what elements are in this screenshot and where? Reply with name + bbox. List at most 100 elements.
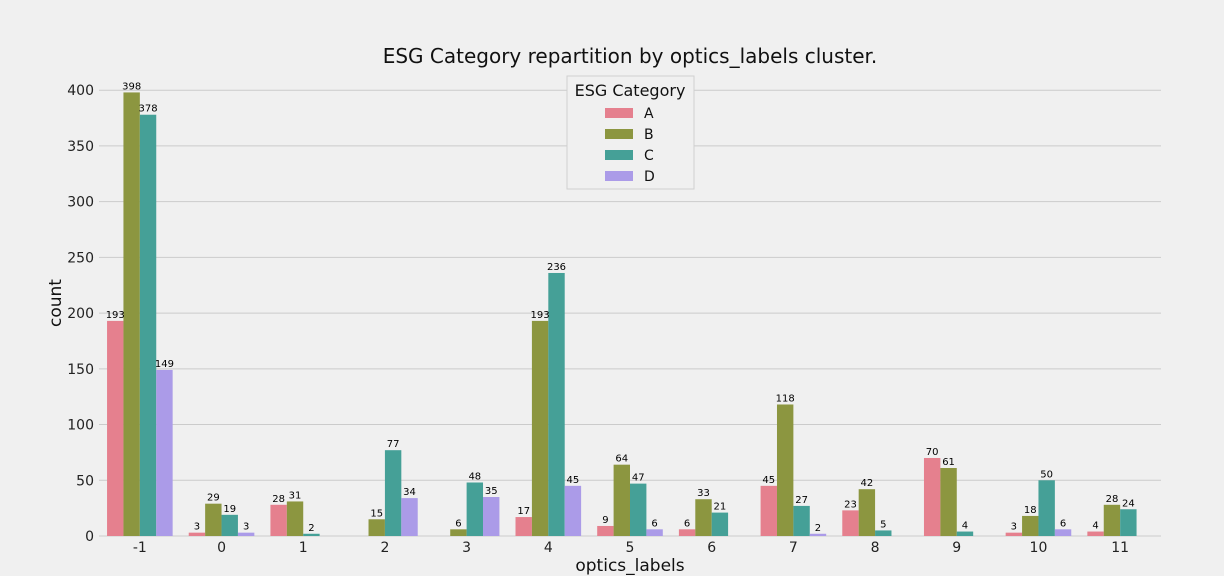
bar-value-label: 35 — [485, 486, 498, 497]
bar-value-label: 34 — [403, 487, 416, 498]
bar-value-label: 19 — [223, 504, 236, 515]
bar-value-label: 45 — [567, 475, 580, 486]
x-tick-label: 4 — [544, 540, 553, 556]
bar-value-label: 23 — [844, 499, 857, 510]
bar-value-label: 6 — [1060, 518, 1066, 529]
bar-A — [678, 529, 696, 536]
bar-value-label: 77 — [387, 439, 400, 450]
bar-value-label: 2 — [815, 523, 821, 534]
bar-B — [205, 503, 222, 536]
bar-value-label: 6 — [651, 518, 657, 529]
bar-C — [466, 482, 484, 536]
bar-D — [401, 498, 418, 536]
bar-C — [1120, 509, 1137, 536]
bar-value-label: 398 — [122, 81, 141, 92]
bar-value-label: 3 — [243, 522, 249, 533]
bar-value-label: 64 — [615, 454, 628, 465]
bar-B — [695, 499, 712, 536]
bar-value-label: 47 — [632, 473, 645, 484]
bar-C — [384, 450, 402, 536]
x-tick-label: 5 — [626, 540, 635, 556]
y-tick-label: 0 — [85, 529, 94, 545]
bar-value-label: 3 — [1011, 522, 1017, 533]
bar-C — [139, 114, 157, 537]
bar-value-label: 6 — [684, 518, 690, 529]
bar-value-label: 193 — [531, 310, 550, 321]
bar-B — [1022, 515, 1039, 536]
legend-label-C: C — [644, 148, 654, 164]
legend-swatch-B — [605, 129, 633, 139]
bar-value-label: 236 — [547, 262, 566, 273]
bar-A — [107, 320, 124, 536]
bars-group — [107, 92, 1137, 537]
bar-B — [450, 529, 467, 536]
bar-value-label: 70 — [926, 447, 939, 458]
bar-value-label: 31 — [289, 490, 302, 501]
bar-B — [858, 489, 876, 536]
bar-value-label: 50 — [1040, 469, 1053, 480]
bar-B — [613, 464, 630, 536]
bar-value-label: 28 — [1106, 494, 1119, 505]
x-tick-labels: -1 0 1 2 3 4 5 6 7 8 9 10 11 — [133, 540, 1129, 556]
legend-swatch-D — [605, 171, 633, 181]
x-tick-label: 2 — [380, 540, 389, 556]
x-tick-label: 8 — [871, 540, 880, 556]
bar-D — [237, 532, 255, 536]
chart-title: ESG Category repartition by optics_label… — [383, 44, 878, 68]
bar-C — [875, 530, 892, 536]
bar-value-label: 29 — [207, 493, 220, 504]
bar-B — [531, 320, 549, 536]
y-tick-label: 350 — [67, 139, 94, 155]
x-tick-label: 6 — [707, 540, 716, 556]
bar-A — [760, 485, 777, 536]
bar-value-label: 18 — [1024, 505, 1037, 516]
legend-label-D: D — [644, 169, 655, 185]
bar-B — [123, 92, 140, 536]
bar-value-label: 24 — [1122, 498, 1135, 509]
y-tick-label: 200 — [67, 306, 94, 322]
bar-A — [1087, 531, 1104, 536]
bar-value-label: 9 — [602, 515, 608, 526]
legend-label-A: A — [644, 106, 654, 122]
bar-value-label: 5 — [880, 519, 886, 530]
bar-C — [956, 531, 974, 536]
bar-value-label: 21 — [714, 502, 727, 513]
bar-A — [188, 532, 206, 536]
bar-A — [270, 504, 287, 536]
bar-value-label: 378 — [138, 104, 157, 115]
bar-D — [564, 485, 582, 536]
bar-B — [940, 468, 957, 536]
x-tick-label: 7 — [789, 540, 798, 556]
bar-B — [286, 501, 304, 536]
x-tick-label: 11 — [1111, 540, 1129, 556]
y-tick-label: 100 — [67, 418, 94, 434]
bar-value-label: 4 — [962, 521, 968, 532]
bar-value-label: 149 — [155, 359, 174, 370]
bar-D — [646, 529, 663, 536]
y-tick-labels: 0 50 100 150 200 250 300 350 400 — [67, 83, 94, 545]
bar-B — [1103, 504, 1121, 536]
x-tick-label: 0 — [217, 540, 226, 556]
bar-value-label: 45 — [762, 475, 775, 486]
bar-value-label: 3 — [194, 522, 200, 533]
y-tick-label: 400 — [67, 83, 94, 99]
bar-A — [1005, 532, 1023, 536]
bar-A — [597, 525, 614, 536]
bar-value-label: 118 — [776, 393, 795, 404]
bar-D — [809, 533, 827, 536]
bar-C — [711, 512, 729, 536]
bar-C — [221, 514, 238, 536]
y-tick-label: 300 — [67, 195, 94, 211]
x-tick-label: 1 — [299, 540, 308, 556]
bar-C — [303, 533, 320, 536]
x-tick-label: 10 — [1030, 540, 1048, 556]
bar-C — [548, 272, 565, 536]
bar-value-label: 42 — [861, 478, 874, 489]
x-tick-label: 9 — [952, 540, 961, 556]
bar-B — [368, 519, 385, 536]
bar-value-label: 33 — [697, 488, 710, 499]
legend-label-B: B — [644, 127, 654, 143]
